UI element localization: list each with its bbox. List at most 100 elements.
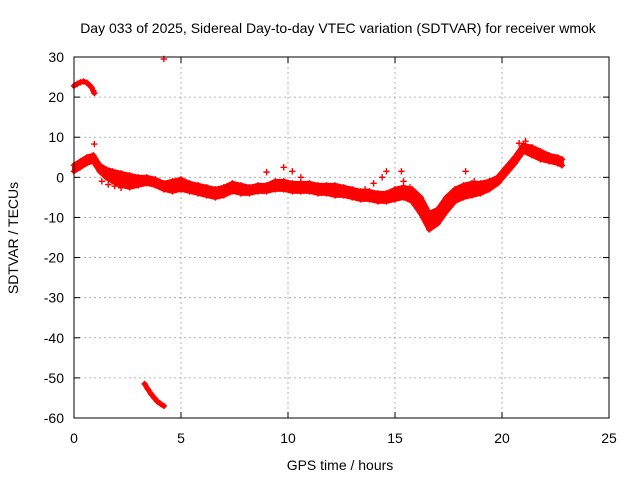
data-point (479, 186, 486, 193)
data-point (460, 194, 467, 201)
data-point (83, 160, 91, 167)
data-point (194, 190, 202, 197)
grid-layer (74, 57, 609, 418)
data-point (177, 176, 185, 183)
y-axis-title: SDTVAR / TECUs (5, 182, 21, 294)
data-point (383, 190, 390, 197)
data-point (280, 178, 287, 185)
data-point (212, 186, 219, 193)
y-tick-label: 30 (48, 49, 64, 65)
data-point (306, 188, 313, 195)
data-point (109, 178, 116, 185)
data-point (77, 79, 84, 86)
data-point (271, 178, 279, 185)
data-point (102, 174, 110, 181)
data-point (378, 174, 386, 181)
data-point (503, 170, 510, 177)
data-point (366, 196, 373, 203)
data-point (537, 148, 544, 155)
data-point (160, 186, 168, 193)
data-point (400, 184, 407, 191)
y-tick-label: -40 (44, 330, 64, 346)
data-point (400, 194, 407, 201)
data-point (417, 194, 424, 201)
data-point (451, 186, 459, 193)
data-point (177, 186, 185, 193)
data-point (314, 190, 322, 197)
data-point (511, 160, 519, 167)
data-point (370, 180, 377, 187)
data-point (105, 181, 112, 188)
data-point (91, 89, 98, 97)
x-tick-label: 25 (601, 430, 617, 446)
data-point (220, 192, 227, 199)
data-point (374, 198, 382, 205)
data-point (117, 170, 125, 177)
data-point (323, 190, 330, 197)
data-point (426, 210, 433, 217)
data-point (434, 206, 441, 213)
data-point (515, 140, 523, 147)
data-point (391, 196, 399, 203)
series-spur-arcs (98, 138, 536, 199)
data-point (520, 148, 527, 155)
data-point (160, 402, 168, 410)
data-point (528, 152, 536, 159)
y-tick-label: -20 (44, 250, 64, 266)
data-point (400, 178, 407, 185)
data-point (229, 188, 236, 195)
data-point (186, 180, 193, 187)
data-point (494, 180, 501, 187)
data-point (349, 194, 356, 201)
chart-title: Day 033 of 2025, Sidereal Day-to-day VTE… (80, 20, 597, 36)
data-point (77, 158, 84, 165)
data-point (297, 180, 305, 187)
data-point (91, 140, 98, 148)
data-point (143, 180, 150, 187)
y-tick-label: -30 (44, 290, 64, 306)
data-point (157, 400, 164, 408)
data-point (169, 178, 176, 185)
series-low-diagonal (141, 380, 168, 410)
x-tick-label: 5 (177, 430, 185, 446)
data-point (537, 156, 544, 163)
data-point (220, 184, 227, 191)
x-tick-label: 20 (494, 430, 510, 446)
data-point (485, 186, 493, 193)
data-point (254, 182, 262, 189)
data-point (144, 385, 152, 393)
data-point (383, 168, 390, 175)
data-point (152, 176, 159, 183)
data-point (383, 198, 390, 205)
data-point (203, 192, 210, 199)
data-point (528, 146, 536, 153)
data-point (349, 186, 356, 193)
data-point (229, 180, 236, 187)
x-tick-label: 0 (70, 430, 78, 446)
data-point (186, 188, 193, 195)
data-point (391, 186, 399, 193)
data-point (88, 84, 95, 91)
data-point (398, 168, 405, 175)
series-outlier-points (91, 140, 405, 176)
series-early-high-arc (70, 78, 98, 97)
data-point (426, 226, 433, 233)
data-point (246, 184, 253, 191)
data-point (154, 398, 161, 405)
tick-layer: 0 5 10 15 20 25 30 20 10 0 -10 -20 -30 -40 -50 -60 (44, 49, 617, 446)
data-point (263, 168, 270, 176)
y-tick-label: -50 (44, 370, 64, 386)
data-point (485, 178, 493, 185)
data-point (126, 172, 133, 179)
data-point (263, 182, 270, 189)
data-point (477, 190, 484, 197)
data-point (280, 164, 287, 171)
y-tick-label: 0 (56, 169, 64, 185)
y-tick-label: 20 (48, 89, 64, 105)
data-point (374, 190, 382, 197)
data-point (152, 182, 159, 189)
data-point (520, 142, 527, 149)
data-point (109, 168, 116, 175)
